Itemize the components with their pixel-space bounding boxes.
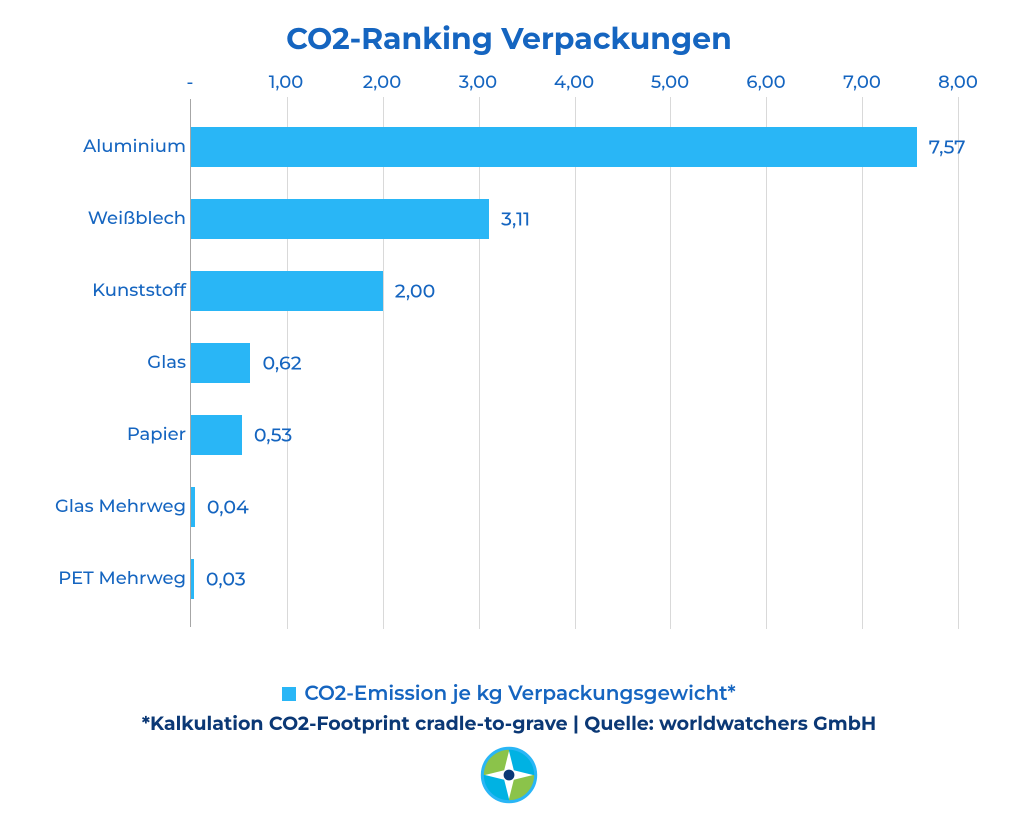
gridline [479, 97, 480, 629]
bar-value-label: 0,04 [207, 496, 249, 519]
y-axis-category-label: Kunststoff [30, 279, 186, 301]
bar-value-label: 7,57 [929, 136, 966, 159]
bar [191, 127, 917, 167]
bar-value-label: 0,62 [262, 352, 301, 375]
gridline [862, 97, 863, 629]
gridline [670, 97, 671, 629]
y-axis-category-label: PET Mehrweg [30, 567, 186, 589]
x-tick-label: - [187, 71, 194, 93]
source-text: *Kalkulation CO2-Footprint cradle-to-gra… [30, 712, 988, 735]
bar [191, 199, 489, 239]
x-tick-label: 5,00 [651, 71, 689, 93]
chart-plot-area: - 1,00 2,00 3,00 4,00 5,00 6,00 7,00 8,00 7,57 3,… [30, 71, 988, 676]
gridline [383, 97, 384, 629]
y-axis-category-label: Aluminium [30, 135, 186, 157]
x-tick-label: 3,00 [459, 71, 497, 93]
x-tick-label: 7,00 [843, 71, 881, 93]
y-axis-category-label: Weißblech [30, 207, 186, 229]
x-tick-label: 6,00 [746, 71, 785, 93]
bar [191, 415, 242, 455]
compass-logo-icon [479, 745, 539, 805]
gridline [958, 97, 959, 629]
chart-title: CO2-Ranking Verpackungen [30, 20, 988, 65]
legend: CO2-Emission je kg Verpackungsgewicht* [282, 682, 735, 706]
bar-value-label: 0,53 [254, 424, 292, 447]
plot: 7,573,112,000,620,530,040,03 [190, 99, 958, 627]
gridline [575, 97, 576, 629]
bar [191, 559, 194, 599]
y-axis-labels: Aluminium Weißblech Kunststoff Glas Papier Gl… [30, 99, 186, 627]
x-tick-label: 4,00 [554, 71, 594, 93]
y-axis-category-label: Glas Mehrweg [30, 495, 186, 517]
legend-swatch [282, 687, 296, 701]
bar-value-label: 0,03 [206, 568, 246, 591]
gridline [766, 97, 767, 629]
bar-value-label: 3,11 [501, 208, 530, 231]
x-tick-label: 1,00 [269, 71, 304, 93]
y-axis-category-label: Glas [30, 351, 186, 373]
bar [191, 271, 383, 311]
legend-label: CO2-Emission je kg Verpackungsgewicht* [304, 682, 735, 706]
bar [191, 487, 195, 527]
bar [191, 343, 250, 383]
x-tick-label: 8,00 [938, 71, 978, 93]
y-axis-category-label: Papier [30, 423, 186, 445]
x-axis: -1,002,003,004,005,006,007,008,00 [190, 71, 958, 99]
x-tick-label: 2,00 [363, 71, 401, 93]
bar-value-label: 2,00 [395, 280, 436, 303]
